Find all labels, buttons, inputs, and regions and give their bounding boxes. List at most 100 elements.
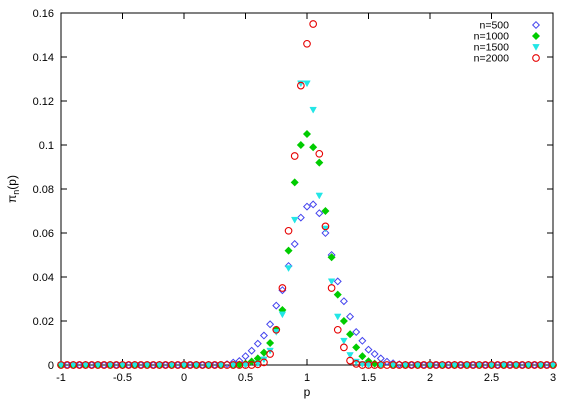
data-point xyxy=(315,209,324,218)
data-point xyxy=(296,213,305,222)
data-point xyxy=(327,284,336,292)
y-axis-label-main: π xyxy=(5,195,19,203)
data-point xyxy=(290,152,299,160)
x-tick-label: 2.5 xyxy=(484,372,499,384)
y-tick-label: 0.04 xyxy=(33,272,54,284)
data-point xyxy=(512,362,520,369)
data-point xyxy=(463,362,471,369)
data-point xyxy=(180,362,188,369)
data-point xyxy=(475,362,483,369)
data-point xyxy=(296,140,305,150)
data-point xyxy=(309,143,318,152)
y-tick-label: 0.06 xyxy=(33,228,54,240)
data-point xyxy=(536,362,545,369)
data-point xyxy=(395,360,404,369)
y-tick-label: 0.12 xyxy=(33,96,54,108)
y-axis-ticks: 0 0.02 0.04 0.06 0.08 0.1 0.12 0.14 0.16 xyxy=(33,8,553,372)
data-series xyxy=(56,20,558,370)
data-point xyxy=(167,362,176,369)
legend-marker xyxy=(531,31,541,41)
data-point xyxy=(229,362,237,369)
x-tick-label: 1 xyxy=(304,372,310,384)
series-2 xyxy=(56,129,558,370)
legend-marker xyxy=(532,44,540,51)
data-point xyxy=(389,362,397,369)
data-point xyxy=(259,348,268,357)
data-point xyxy=(303,39,311,48)
data-point xyxy=(500,362,508,369)
data-point xyxy=(303,80,311,88)
data-point xyxy=(450,362,459,369)
data-point xyxy=(340,343,348,352)
data-point xyxy=(284,246,293,255)
x-tick-label: 1.5 xyxy=(361,372,376,384)
data-point xyxy=(377,362,385,369)
x-tick-label: -1 xyxy=(56,372,66,384)
series-4 xyxy=(57,20,557,369)
data-point xyxy=(549,361,557,369)
x-tick-label: 2 xyxy=(427,372,433,384)
data-point xyxy=(333,325,342,334)
data-point xyxy=(309,20,318,28)
y-tick-label: 0.16 xyxy=(33,8,54,20)
x-tick-label: 0.5 xyxy=(238,372,253,384)
data-point xyxy=(259,331,268,340)
data-point xyxy=(340,337,348,345)
data-point xyxy=(309,200,318,209)
data-point xyxy=(346,312,355,321)
data-point xyxy=(358,352,367,361)
data-point xyxy=(81,362,90,369)
y-tick-label: 0.02 xyxy=(33,316,54,328)
data-point xyxy=(346,330,355,339)
data-point xyxy=(253,339,262,348)
y-axis-label-sub: n xyxy=(11,190,21,195)
data-point xyxy=(284,265,293,273)
data-point xyxy=(352,343,361,352)
x-tick-label: 0 xyxy=(181,372,187,384)
data-point xyxy=(290,178,299,187)
data-point xyxy=(278,311,287,319)
data-point xyxy=(118,362,127,369)
data-point xyxy=(487,362,496,369)
legend-label: n=1500 xyxy=(474,42,509,54)
y-axis-label: πn(p) xyxy=(5,175,21,203)
data-point xyxy=(321,206,330,216)
legend-marker xyxy=(531,20,541,30)
legend-label: n=500 xyxy=(480,20,510,32)
legend-marker xyxy=(532,54,540,62)
data-point xyxy=(297,81,305,90)
plot-frame xyxy=(60,12,554,366)
data-point xyxy=(327,253,336,262)
y-axis-label-tail: (p) xyxy=(5,175,19,190)
data-point xyxy=(241,352,250,361)
data-point xyxy=(315,149,324,158)
x-tick-label: -0.5 xyxy=(113,372,132,384)
data-point xyxy=(549,362,557,369)
legend-label: n=1000 xyxy=(474,31,509,43)
data-point xyxy=(302,202,312,211)
data-point xyxy=(217,362,225,369)
data-point xyxy=(339,297,348,306)
data-point xyxy=(247,346,256,355)
data-point xyxy=(106,362,114,369)
data-point xyxy=(364,362,373,369)
data-point xyxy=(346,352,354,359)
data-point xyxy=(143,362,151,369)
data-point xyxy=(57,362,65,369)
data-point xyxy=(358,336,367,345)
data-point xyxy=(241,362,250,369)
data-point xyxy=(321,228,330,238)
data-point xyxy=(192,362,201,369)
data-point xyxy=(155,362,164,369)
data-point xyxy=(278,284,287,292)
data-point xyxy=(204,362,213,369)
data-point xyxy=(339,316,348,326)
data-point xyxy=(260,358,268,367)
data-point xyxy=(438,362,447,369)
data-point xyxy=(333,277,342,286)
y-tick-label: 0.14 xyxy=(33,52,54,64)
legend-label: n=2000 xyxy=(474,53,509,65)
data-point xyxy=(333,290,342,299)
